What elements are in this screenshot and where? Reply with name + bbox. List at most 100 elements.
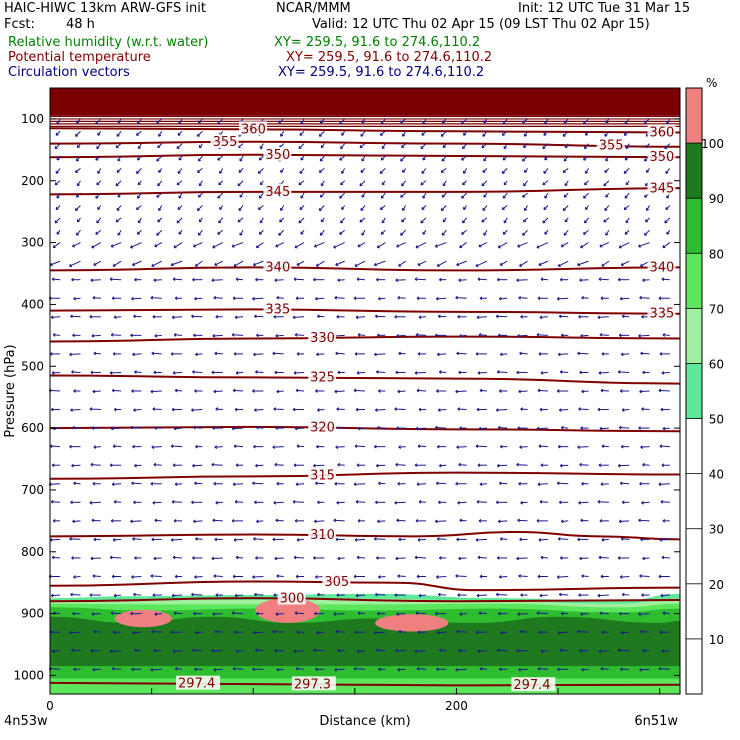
circulation-vector-head (624, 157, 628, 161)
circulation-vector (562, 167, 569, 173)
circulation-vector-head (89, 314, 93, 319)
circulation-vector (112, 389, 122, 392)
circulation-vector-head (157, 219, 161, 223)
circulation-vector-head (457, 314, 460, 319)
circulation-vector-head (483, 194, 487, 198)
circulation-vector-head (74, 207, 79, 211)
circulation-vector (255, 464, 264, 467)
circulation-vector (154, 519, 162, 522)
circulation-vector-head (398, 263, 402, 267)
colorbar-band-70 (686, 253, 702, 309)
circulation-vector-head (96, 146, 100, 150)
circulation-vector-head (458, 462, 462, 467)
circulation-vector (275, 242, 284, 248)
circulation-vector (133, 593, 142, 596)
circulation-vector-head (293, 371, 297, 375)
circulation-vector-head (192, 648, 195, 653)
circulation-vector (69, 353, 81, 355)
circulation-vector (49, 260, 61, 266)
circulation-vector-head (599, 611, 603, 615)
circulation-vector-head (563, 194, 567, 198)
circulation-vector (175, 389, 183, 392)
circulation-vector-head (501, 132, 505, 136)
colorbar-band-60 (686, 308, 702, 364)
circulation-vector (273, 501, 284, 504)
circulation-vector (276, 668, 284, 671)
circulation-vector-head (556, 481, 560, 486)
circulation-vector (93, 446, 101, 448)
circulation-vector-head (537, 574, 541, 579)
circulation-vector-head (194, 263, 198, 267)
circulation-vector-head (174, 574, 178, 579)
circulation-vector (417, 260, 427, 266)
circulation-vector-head (280, 133, 284, 137)
circulation-vector (253, 631, 264, 634)
contour-label-bg (322, 574, 351, 589)
circulation-vector (95, 155, 102, 161)
circulation-vector-head (621, 408, 625, 412)
field-theta-xy: XY= 259.5, 91.6 to 274.6,110.2 (286, 50, 493, 65)
circulation-vector-head (89, 500, 93, 505)
circulation-vector-head (666, 121, 670, 125)
circulation-vector (151, 260, 162, 267)
circulation-vector (340, 217, 346, 224)
circulation-vector-head (560, 611, 564, 616)
circulation-vector-head (318, 207, 322, 211)
circulation-vector-head (111, 388, 115, 393)
circulation-vector-head (109, 555, 113, 560)
circulation-vector (315, 297, 325, 300)
circulation-vector (131, 576, 142, 578)
circulation-vector (132, 631, 142, 634)
circulation-vector (559, 409, 569, 411)
circulation-vector-head (538, 444, 542, 448)
circulation-vector (620, 297, 630, 300)
circulation-vector (361, 229, 366, 236)
circulation-vector (134, 649, 142, 652)
circulation-vector (584, 217, 589, 224)
circulation-vector (92, 668, 101, 671)
circulation-vector (298, 143, 305, 150)
circulation-vector-head (357, 244, 361, 248)
circulation-vector (360, 130, 366, 137)
circulation-vector-head (193, 333, 196, 338)
circulation-vector-head (496, 648, 500, 653)
contour-label-bg (596, 137, 625, 152)
circulation-vector-head (436, 352, 440, 357)
circulation-vector-head (543, 206, 547, 210)
circulation-vector-head (463, 206, 467, 210)
circulation-vector (360, 205, 366, 211)
circulation-vector-head (234, 315, 238, 320)
circulation-vector-head (50, 593, 54, 598)
circulation-vector-head (334, 389, 338, 394)
circulation-vector-head (536, 245, 540, 249)
circulation-vector-head (215, 500, 219, 505)
circulation-vector-head (564, 219, 568, 223)
circulation-vector (498, 427, 508, 429)
circulation-vector-head (377, 519, 380, 524)
circulation-vector-head (54, 182, 58, 186)
circulation-vector-head (601, 444, 605, 449)
circulation-vector-head (658, 296, 662, 301)
circulation-vector-head (641, 314, 644, 319)
circulation-vector-head (619, 667, 623, 672)
circulation-vector (380, 118, 386, 125)
circulation-vector-head (292, 407, 296, 412)
circulation-vector-head (300, 195, 304, 199)
circulation-vector-head (479, 666, 483, 671)
circulation-vector (193, 427, 203, 429)
circulation-vector-head (581, 574, 584, 578)
circulation-vector (299, 205, 305, 210)
circulation-vector-head (642, 462, 645, 467)
circulation-vector (623, 168, 630, 174)
circulation-vector-head (584, 182, 588, 186)
circulation-vector-head (173, 333, 177, 337)
circulation-vector (172, 501, 183, 503)
circulation-vector (276, 297, 284, 299)
circulation-vector-head (214, 262, 218, 266)
circulation-vector-head (239, 158, 243, 162)
circulation-vector (341, 168, 346, 174)
circulation-vector (559, 593, 569, 596)
circulation-vector-head (577, 537, 580, 542)
header-fcst-value: 48 h (66, 17, 95, 32)
circulation-vector (380, 192, 386, 199)
